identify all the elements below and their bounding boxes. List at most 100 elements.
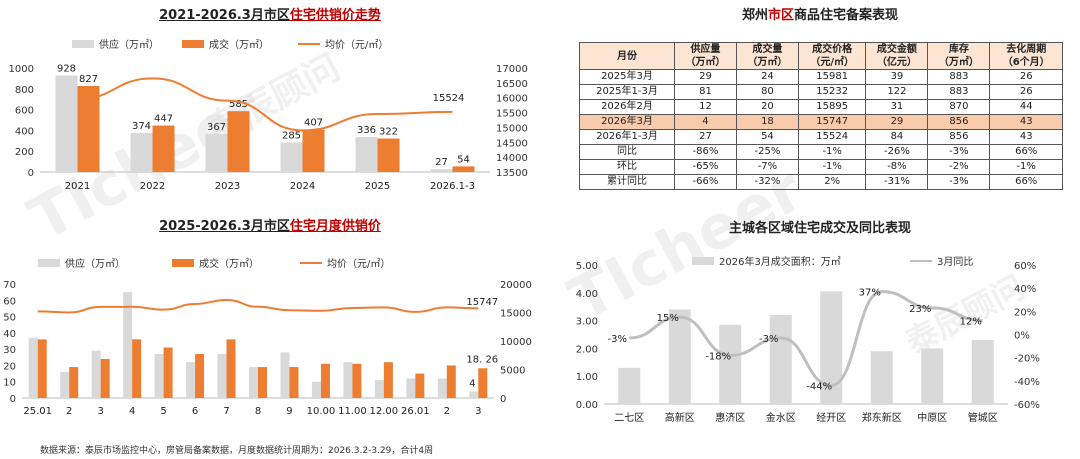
x-tick-label: 郑东新区 xyxy=(862,411,902,424)
y-right-tick-label: 13500 xyxy=(496,168,528,179)
y-left-tick-label: 3.00 xyxy=(576,317,598,328)
table-cell: 同比 xyxy=(579,144,675,160)
x-tick-label: 2025 xyxy=(365,181,390,192)
x-tick-label: 12.00 xyxy=(370,406,399,417)
table-cell: 27 xyxy=(673,129,737,145)
y-left-tick-label: 0 xyxy=(28,168,34,179)
y-left-tick-label: 200 xyxy=(15,147,34,158)
legend-label: 均价（元/㎡） xyxy=(325,39,388,51)
panel1-title-red: 住宅供销价走势 xyxy=(289,8,381,23)
table-header-text: 月份 xyxy=(616,50,637,62)
table-header-cell: 去化周期 （6个月） xyxy=(989,42,1063,70)
table-cell: -65% xyxy=(673,159,737,175)
bar-1 xyxy=(69,367,79,398)
panel3-title-main: 2025-2026.3月市区 xyxy=(159,219,290,234)
table-cell: 870 xyxy=(927,99,991,115)
bar-0 xyxy=(311,381,321,398)
y-left-tick-label: 60 xyxy=(3,296,16,307)
table-header-text: （万㎡） xyxy=(938,57,979,68)
x-tick-label: 2 xyxy=(444,406,450,417)
record-table: 月份 供应量 （万㎡） 成交量 （万㎡） 成交价格 （元/㎡） 成交金额 （亿元） 库存 （万㎡） 去… xyxy=(579,42,1063,190)
x-tick-label: 2021 xyxy=(65,181,90,192)
y-left-tick-label: 5.00 xyxy=(576,261,598,272)
supply-last-label: 4 xyxy=(469,378,475,389)
table-header-cell: 月份 xyxy=(579,42,675,70)
bar-data-label: 407 xyxy=(304,118,323,129)
y-left-tick-label: 10 xyxy=(3,378,16,389)
bar-0 xyxy=(921,348,944,404)
panel2-title-post: 商品住宅备案表现 xyxy=(794,8,899,23)
y-right-tick-label: 14500 xyxy=(496,138,528,149)
y-left-tick-label: 400 xyxy=(15,126,34,137)
x-tick-label: 4 xyxy=(129,406,135,417)
table-cell: -1% xyxy=(797,144,867,160)
line-data-label: 12% xyxy=(960,317,982,328)
table-cell: -66% xyxy=(673,174,737,190)
bar-1 xyxy=(415,373,425,398)
table-header-text: （亿元） xyxy=(876,57,917,68)
table-row: 2025年1-3月 81 80 15232 122 883 26 xyxy=(579,84,1063,100)
bar-1 xyxy=(163,347,173,398)
bar-1 xyxy=(100,358,110,398)
line-data-label: -44% xyxy=(806,381,832,392)
x-tick-label: 管城区 xyxy=(968,411,998,424)
bar-data-label: 827 xyxy=(79,74,98,85)
bar-0 xyxy=(123,292,133,398)
table-row: 2026年1-3月 27 54 15524 84 856 43 xyxy=(579,129,1063,145)
table-cell: 43 xyxy=(989,129,1063,145)
table-cell: -8% xyxy=(865,159,929,175)
y-right-tick-label: -20% xyxy=(1014,354,1040,365)
table-cell: 84 xyxy=(865,129,929,145)
bar-0 xyxy=(769,315,792,404)
x-tick-label: 3 xyxy=(97,406,103,417)
bar-0 xyxy=(430,169,453,172)
y-left-tick-label: 40 xyxy=(3,329,16,340)
y-right-tick-label: 20000 xyxy=(500,280,532,291)
line-data-label: 23% xyxy=(909,304,931,315)
x-tick-label: 9 xyxy=(286,406,292,417)
bar-1 xyxy=(289,367,299,398)
table-header-cell: 供应量 （万㎡） xyxy=(673,42,737,70)
bar-1 xyxy=(227,111,250,172)
y-left-tick-label: 70 xyxy=(3,280,16,291)
y-right-tick-label: 15000 xyxy=(496,123,528,134)
table-cell: 122 xyxy=(865,84,929,100)
line-data-label: -18% xyxy=(705,351,731,362)
panel1-title: 2021-2026.3月市区住宅供销价走势 xyxy=(0,4,540,23)
x-tick-label: 2023 xyxy=(215,181,240,192)
table-cell: -3% xyxy=(927,174,991,190)
bar-0 xyxy=(719,324,742,404)
y-right-tick-label: 14000 xyxy=(496,153,528,164)
bar-0 xyxy=(820,291,843,404)
table-cell: 2025年3月 xyxy=(579,69,675,85)
x-tick-label: 高新区 xyxy=(665,411,695,424)
table-cell: 29 xyxy=(865,114,929,130)
table-row: 2026年3月 4 18 15747 29 856 43 xyxy=(579,114,1063,130)
bar-1 xyxy=(132,339,142,398)
table-header-text: 成交价格 xyxy=(812,44,853,55)
bar-data-label: 336 xyxy=(357,125,376,136)
x-tick-label: 11.00 xyxy=(338,406,367,417)
table-cell: 2026年3月 xyxy=(579,114,675,130)
bar-0 xyxy=(186,362,196,398)
table-row: 2026年2月 12 20 15895 31 870 44 xyxy=(579,99,1063,115)
table-header-cell: 库存 （万㎡） xyxy=(927,42,991,70)
line-data-label: 15% xyxy=(657,313,679,324)
y-right-tick-label: 16500 xyxy=(496,79,528,90)
chart-districts: 0.00 1.00 2.00 3.00 4.00 5.00 -60% -40% -20% 0% 20… xyxy=(576,255,1040,424)
y-right-tick-label: 40% xyxy=(1014,284,1036,295)
table-cell: -26% xyxy=(865,144,929,160)
panel3-title-red: 住宅月度供销价 xyxy=(289,219,381,234)
y-right-tick-label: 0 xyxy=(500,394,506,405)
x-tick-label: 7 xyxy=(223,406,229,417)
table-cell: 81 xyxy=(673,84,737,100)
table-cell: -2% xyxy=(927,159,991,175)
y-right-tick-label: -60% xyxy=(1014,400,1040,411)
legend-swatch xyxy=(172,259,194,267)
table-cell: 累计同比 xyxy=(579,174,675,190)
y-left-tick-label: 30 xyxy=(3,345,16,356)
bar-data-label: 322 xyxy=(379,127,398,138)
y-right-tick-label: -40% xyxy=(1014,377,1040,388)
y-right-tick-label: 20% xyxy=(1014,307,1036,318)
bar-data-label: 367 xyxy=(207,122,226,133)
